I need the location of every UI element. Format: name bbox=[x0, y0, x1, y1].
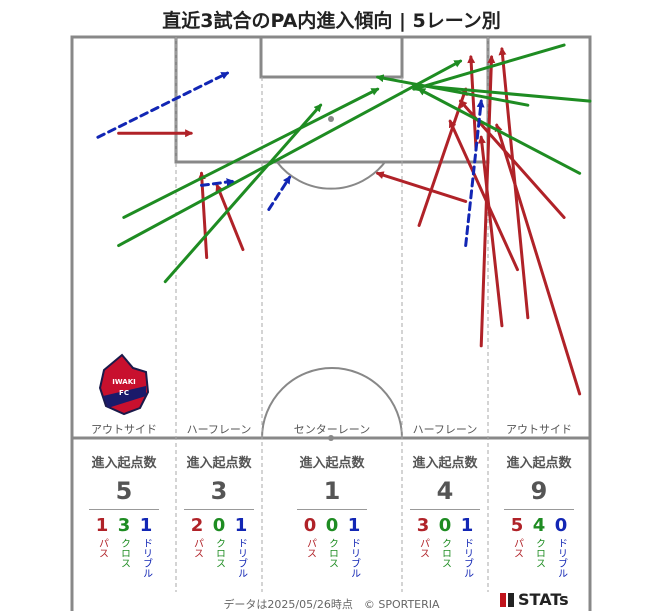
center-spot bbox=[328, 435, 334, 441]
stat-total: 9 bbox=[530, 477, 548, 505]
lane-label-outside-left: アウトサイド bbox=[91, 423, 157, 436]
pass-arrow-9 bbox=[448, 119, 519, 272]
cross-arrow-14 bbox=[122, 87, 380, 219]
dribble-count: 1 bbox=[139, 515, 153, 536]
cross-arrow-12 bbox=[117, 59, 463, 248]
pass-arrow-1 bbox=[197, 171, 209, 260]
cross-count: 4 bbox=[532, 515, 546, 536]
lane-stats-center: 進入起点数 1 0 パス 0 クロス 1 ドリブル bbox=[262, 452, 402, 578]
pass-arrow-4 bbox=[417, 87, 468, 227]
dribble-arrow-20 bbox=[200, 178, 235, 187]
dribble-label: ドリブル bbox=[235, 538, 247, 578]
stat-head: 進入起点数 bbox=[412, 456, 478, 471]
lane-stats-outside-left: 進入起点数 5 1 パス 3 クロス 1 ドリブル bbox=[76, 452, 172, 578]
brand-logo: STATs bbox=[500, 590, 569, 609]
stat-total: 4 bbox=[436, 477, 454, 505]
lane-label-center: センターレーン bbox=[293, 423, 371, 436]
cross-label: クロス bbox=[118, 538, 130, 568]
lane-label-half-left: ハーフレーン bbox=[186, 423, 252, 436]
penalty-arc bbox=[276, 161, 386, 190]
dribble-arrow-19 bbox=[96, 71, 230, 139]
dribble-arrow-21 bbox=[267, 175, 292, 211]
pass-count: 3 bbox=[416, 515, 430, 536]
pass-arrow-7 bbox=[477, 135, 504, 328]
pass-count: 2 bbox=[190, 515, 204, 536]
pass-label: パス bbox=[96, 538, 108, 558]
lane-stats-outside-right: 進入起点数 9 5 パス 4 クロス 0 ドリブル bbox=[490, 452, 588, 578]
dribble-count: 1 bbox=[460, 515, 474, 536]
cross-label: クロス bbox=[213, 538, 225, 568]
cross-label: クロス bbox=[533, 538, 545, 568]
dribble-label: ドリブル bbox=[348, 538, 360, 578]
footer-note: データは2025/05/26時点 © SPORTERIA bbox=[223, 598, 440, 611]
dribble-count: 0 bbox=[554, 515, 568, 536]
svg-text:IWAKI: IWAKI bbox=[112, 378, 135, 386]
cross-arrow-15 bbox=[411, 43, 566, 92]
dribble-label: ドリブル bbox=[555, 538, 567, 578]
dribble-label: ドリブル bbox=[461, 538, 473, 578]
stat-head: 進入起点数 bbox=[506, 456, 572, 471]
cross-count: 3 bbox=[117, 515, 131, 536]
stat-total: 5 bbox=[115, 477, 133, 505]
goal-area bbox=[259, 35, 404, 79]
stat-total: 3 bbox=[210, 477, 228, 505]
lane-stats-half-left: 進入起点数 3 2 パス 0 クロス 1 ドリブル bbox=[176, 452, 262, 578]
club-crest-icon: IWAKI FC bbox=[98, 353, 150, 416]
pass-count: 0 bbox=[303, 515, 317, 536]
cross-arrow-16 bbox=[375, 74, 530, 107]
pass-label: パス bbox=[304, 538, 316, 558]
penalty-spot bbox=[328, 116, 334, 122]
lane-label-outside-right: アウトサイド bbox=[506, 423, 572, 436]
pass-label: パス bbox=[417, 538, 429, 558]
stat-head: 進入起点数 bbox=[186, 456, 252, 471]
stat-head: 進入起点数 bbox=[299, 456, 365, 471]
stat-total: 1 bbox=[323, 477, 341, 505]
pass-count: 1 bbox=[95, 515, 109, 536]
stat-head: 進入起点数 bbox=[91, 456, 157, 471]
lane-stats-half-right: 進入起点数 4 3 パス 0 クロス 1 ドリブル bbox=[402, 452, 488, 578]
dribble-count: 1 bbox=[347, 515, 361, 536]
pass-arrow-2 bbox=[215, 183, 245, 252]
cross-label: クロス bbox=[326, 538, 338, 568]
cross-count: 0 bbox=[212, 515, 226, 536]
cross-arrow-13 bbox=[163, 103, 323, 284]
arrow-layer bbox=[96, 43, 592, 396]
cross-arrow-17 bbox=[411, 81, 592, 103]
pass-label: パス bbox=[191, 538, 203, 558]
brand-text: STATs bbox=[518, 590, 569, 609]
dribble-label: ドリブル bbox=[140, 538, 152, 578]
pass-label: パス bbox=[511, 538, 523, 558]
cross-count: 0 bbox=[325, 515, 339, 536]
cross-label: クロス bbox=[439, 538, 451, 568]
chart-title: 直近3試合のPA内進入傾向 | 5レーン別 bbox=[162, 10, 501, 32]
dribble-arrow-22 bbox=[464, 99, 485, 248]
dribble-count: 1 bbox=[234, 515, 248, 536]
cross-arrow-18 bbox=[417, 87, 582, 175]
svg-text:FC: FC bbox=[119, 389, 129, 397]
pass-arrow-11 bbox=[494, 123, 582, 396]
center-circle bbox=[261, 367, 403, 439]
lane-label-half-right: ハーフレーン bbox=[412, 423, 478, 436]
cross-count: 0 bbox=[438, 515, 452, 536]
pass-count: 5 bbox=[510, 515, 524, 536]
pass-arrow-3 bbox=[375, 171, 468, 203]
